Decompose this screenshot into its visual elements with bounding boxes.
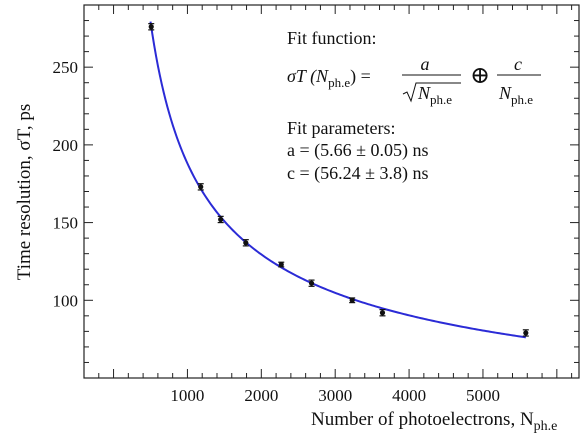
data-point <box>349 297 355 303</box>
data-point <box>308 280 315 286</box>
x-tick-label: 4000 <box>392 386 426 405</box>
param-c: c = (56.24 ± 3.8) ns <box>287 163 429 184</box>
data-point <box>278 261 284 268</box>
data-point <box>523 330 529 336</box>
formula-lhs: σT (Nph.e) = <box>287 66 371 90</box>
plot-frame <box>83 4 580 379</box>
data-point <box>243 240 249 246</box>
formula-c: c <box>514 54 522 74</box>
x-tick-label: 3000 <box>318 386 352 405</box>
y-tick-label: 200 <box>53 136 79 155</box>
formula-den-n: Nph.e <box>498 83 533 107</box>
fit-curve <box>149 21 526 339</box>
y-axis-title: Time resolution, σT, ps <box>14 104 35 281</box>
axis-ticks <box>84 5 579 378</box>
fit-formula: σT (Nph.e) = a Nph.e ⊕ c Nph.e <box>287 54 541 107</box>
x-axis-title: Number of photoelectrons, Nph.e <box>311 409 557 434</box>
y-tick-label: 100 <box>53 291 79 310</box>
fit-parameters-label: Fit parameters: <box>287 118 395 138</box>
data-point <box>148 24 154 30</box>
formula-sqrt-n: Nph.e <box>417 83 452 107</box>
param-a: a = (5.66 ± 0.05) ns <box>287 140 429 161</box>
x-tick-label: 1000 <box>170 386 204 405</box>
x-tick-label: 5000 <box>466 386 500 405</box>
fit-function-label: Fit function: <box>287 28 377 48</box>
tick-labels: 1000 2000 3000 4000 5000 100 150 200 250 <box>53 58 500 405</box>
data-point <box>379 310 386 316</box>
data-point <box>218 216 224 223</box>
oplus-symbol: ⊕ <box>470 63 490 89</box>
y-tick-label: 250 <box>53 58 79 77</box>
sqrt-sign <box>402 82 461 103</box>
fit-annotation: Fit function: σT (Nph.e) = a Nph.e ⊕ c N… <box>287 28 541 184</box>
data-points <box>148 23 529 337</box>
formula-a: a <box>421 54 430 74</box>
data-point <box>198 184 204 190</box>
x-tick-label: 2000 <box>244 386 278 405</box>
y-tick-label: 150 <box>53 214 79 233</box>
